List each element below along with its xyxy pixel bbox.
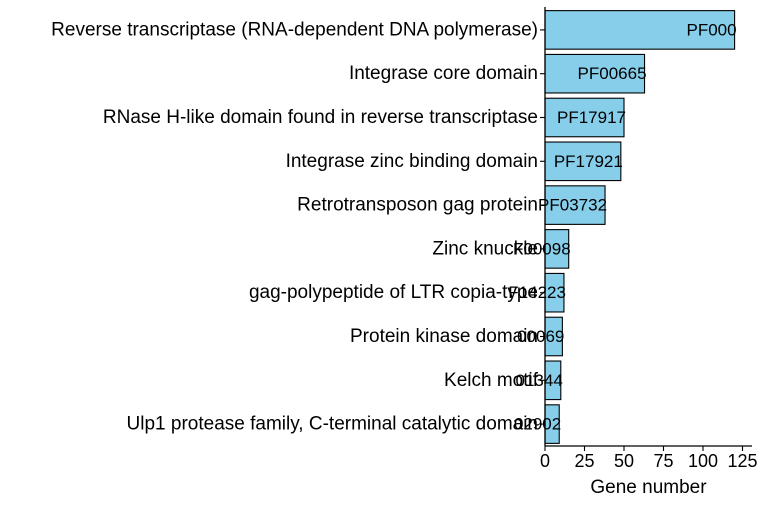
y-axis: Reverse transcriptase (RNA-dependent DNA… (51, 7, 546, 446)
x-tick-label: 25 (574, 451, 594, 471)
bar-label: F14223 (508, 283, 566, 302)
bar (544, 53, 646, 94)
bar (544, 97, 625, 138)
bar-label: PF17921 (554, 152, 623, 171)
x-tick-label: 0 (540, 451, 550, 471)
bars-layer: PF000PF00665PF17917PF17921PF03732F00098F… (508, 10, 737, 444)
category-label: Ulp1 protease family, C-terminal catalyt… (127, 414, 538, 435)
x-tick-label: 50 (614, 451, 634, 471)
bar-label: PF03732 (538, 196, 607, 215)
category-label: Retrotransposon gag protein (297, 195, 538, 216)
x-tick-label: 75 (653, 451, 673, 471)
category-label: Integrase core domain (349, 63, 538, 84)
bar-label: PF000 (687, 20, 737, 39)
category-label: Protein kinase domain (350, 326, 538, 347)
x-axis: 0 25 50 75 100 125 (540, 445, 758, 471)
bar-label: 02902 (514, 415, 561, 434)
category-label: Reverse transcriptase (RNA-dependent DNA… (51, 19, 538, 40)
bar-label: 01344 (516, 371, 563, 390)
bar (544, 10, 736, 50)
bar (544, 141, 622, 182)
category-label: Zinc knuckle (432, 238, 538, 259)
bar-label: PF00665 (578, 64, 647, 83)
x-axis-title: Gene number (590, 477, 707, 498)
category-label: RNase H-like domain found in reverse tra… (103, 107, 538, 128)
bar-label: PF17917 (557, 108, 626, 127)
category-label: Integrase zinc binding domain (286, 151, 538, 172)
x-tick-label: 125 (727, 451, 757, 471)
category-label: Kelch motif (444, 370, 539, 391)
bar (544, 185, 606, 225)
category-label: gag-polypeptide of LTR copia-type (249, 282, 538, 303)
x-tick-label: 100 (688, 451, 718, 471)
